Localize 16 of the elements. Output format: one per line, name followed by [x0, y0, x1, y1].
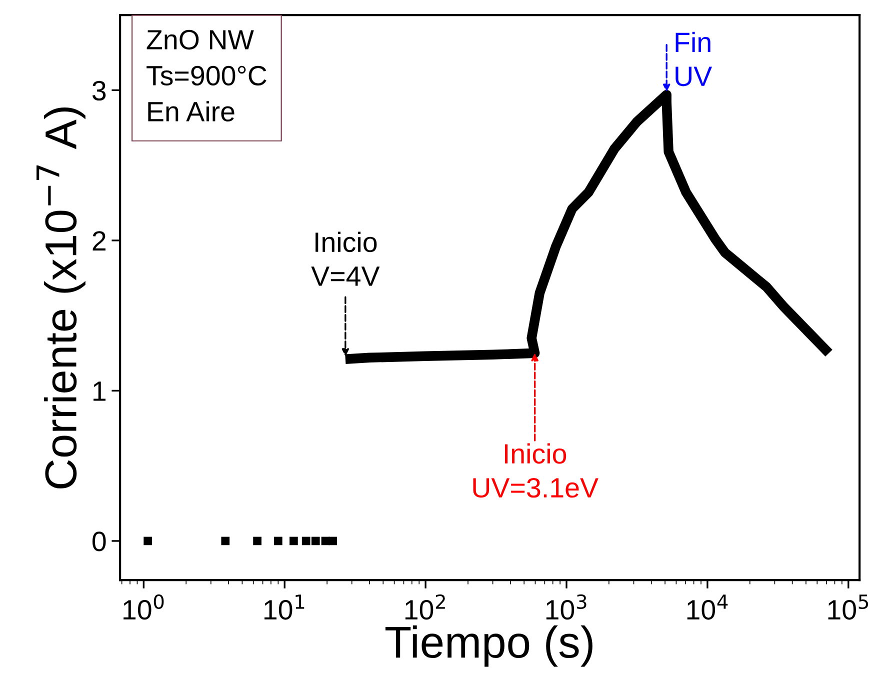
x-tick-label: 10$^{5}$ [828, 594, 868, 620]
y-tick-label: 0 [92, 532, 106, 552]
x-axis-title: Tiempo (s) [385, 625, 592, 667]
annotation: ZnO NW Ts=900°C En Aire [146, 30, 266, 122]
y-tick-label: 2 [92, 231, 106, 251]
x-tick-label: 10$^{4}$ [687, 594, 728, 620]
x-tick-label: 10$^{1}$ [264, 594, 304, 620]
x-tick-label: 10$^{0}$ [124, 594, 164, 620]
y-tick-label: 3 [92, 80, 106, 101]
annotation: Inicio UV=3.1eV [473, 443, 598, 498]
annotation: Fin UV [676, 32, 712, 86]
x-tick-label: 10$^{2}$ [405, 594, 445, 620]
y-tick-label: 1 [94, 382, 106, 401]
y-axis-title: Corriente (x10$^{−7}$ A) [36, 108, 86, 488]
x-tick-label: 10$^{3}$ [546, 594, 586, 620]
annotation: Inicio V=4V [311, 232, 380, 286]
